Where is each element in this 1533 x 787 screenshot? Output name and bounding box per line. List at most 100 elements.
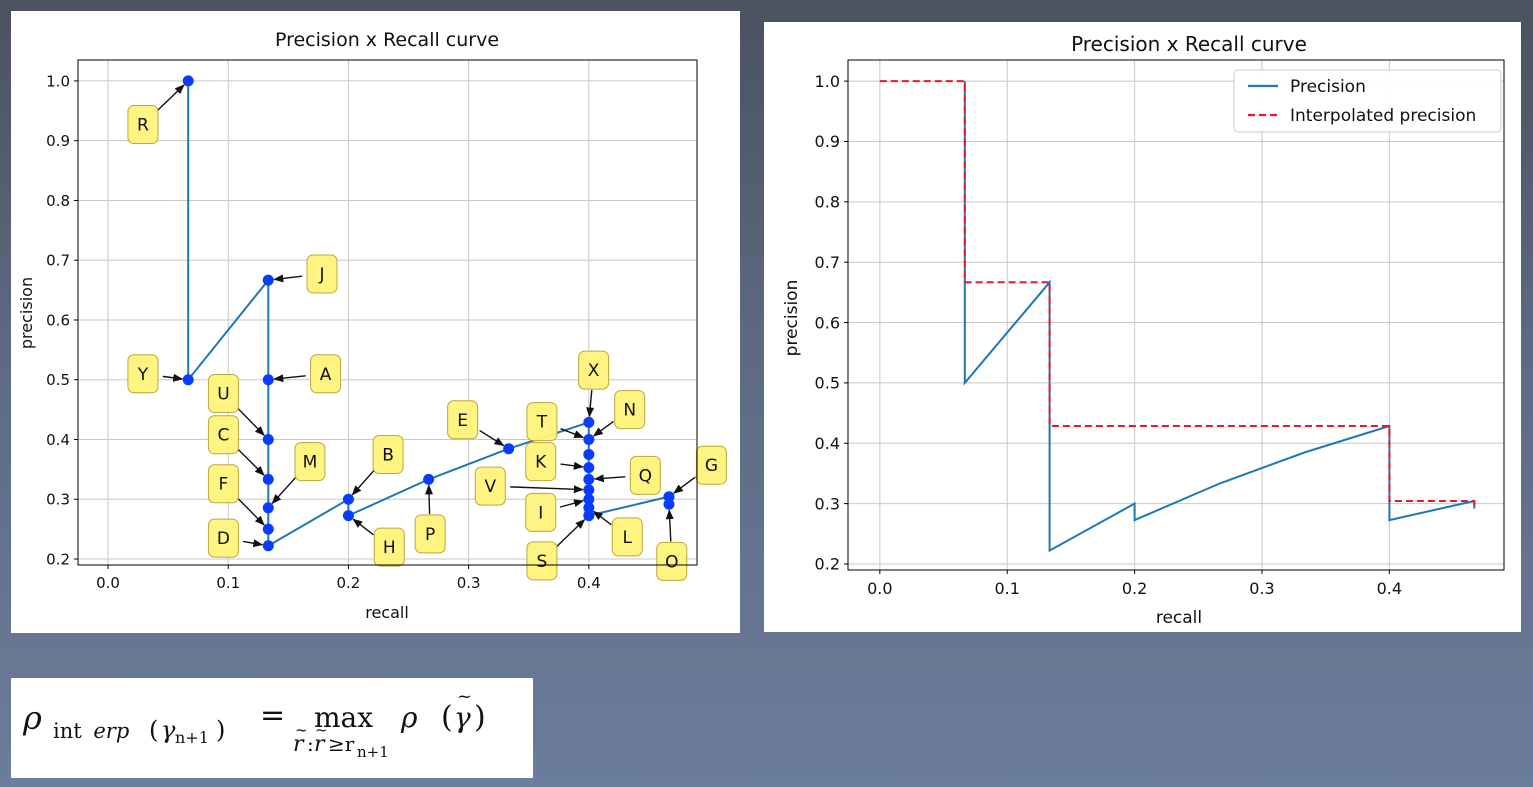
annotation-arrow [560,428,585,439]
data-point [342,510,354,522]
x-tick-label: 0.2 [337,574,361,592]
annotation-arrow [243,539,264,548]
annotation-arrow [352,518,374,536]
y-tick-label: 0.6 [46,311,70,329]
plot-frame [77,59,698,566]
annotation-box [207,518,239,558]
formula-gamma-sub: n+1 [175,728,209,747]
x-ticks: 0.0 0.1 0.2 0.3 0.4 [867,570,1402,598]
annotation-box [525,492,557,532]
annotation-box [611,517,643,557]
annotation-arrow [273,374,306,383]
series-line-0 [963,81,1476,553]
annotation-arrow [586,390,595,418]
annotation-label: X [588,361,600,381]
data-point [583,493,595,505]
data-point [663,491,675,503]
y-tick-label: 0.3 [46,491,70,509]
annotation-label: N [623,401,636,421]
annotation-box [526,402,558,442]
annotation-arrow [665,509,674,542]
y-tick-label: 0.4 [815,434,840,453]
annotation-label: V [484,477,496,497]
x-tick-label: 0.0 [96,574,120,592]
annotation-label: H [383,538,396,558]
left-chart-panel: R Y J A U C F D M B H P E T X N K Q V I S L O G 0.0 0.1 0.2 0.3 0.4… [11,11,740,633]
annotation-box [578,350,610,390]
formula-limit-r2: r [314,732,326,757]
annotation-arrow [559,499,585,508]
annotation-box [127,105,159,145]
annotation-box [207,373,239,413]
data-point [342,493,354,505]
formula-rho-2: ρ [400,701,418,734]
y-tick-label: 0.4 [46,431,70,449]
y-tick-label: 0.6 [815,313,840,332]
y-ticks: 0.2 0.3 0.4 0.5 0.6 0.7 0.8 0.9 1.0 [46,72,78,568]
annotation-box [373,527,405,567]
y-tick-label: 0.2 [46,550,70,568]
annotation-arrow [425,484,434,514]
annotation-arrow [156,84,185,112]
right-precision-recall-chart: 0.0 0.1 0.2 0.3 0.4 0.2 0.3 0.4 0.5 0.6 0.7 0.8 0.9… [782,32,1505,628]
annotation-box [695,445,727,485]
formula-limit-colon: : [307,732,314,756]
x-axis-label: recall [1156,608,1202,628]
x-axis-label: recall [365,603,409,622]
data-point [262,374,274,386]
annotation-arrow [237,448,265,476]
data-point [262,502,274,514]
y-axis-label: precision [17,277,36,349]
y-tick-label: 0.8 [815,193,840,212]
annotation-box [474,466,506,506]
formula-gamma-tilde-mark: ~ [457,686,472,707]
formula-lparen-2: ( [441,700,453,735]
annotation-label: T [536,413,548,433]
formula-interp-sub-erp: erp [93,719,129,743]
interpolation-formula: ρ int erp ( γ n+1 ) = max ~ r : ~ r ≥r n… [22,686,486,761]
annotation-label: U [217,384,229,404]
data-point [262,433,274,445]
plot-frame [847,59,1505,571]
x-tick-label: 0.2 [1122,579,1147,598]
left-precision-recall-chart: R Y J A U C F D M B H P E T X N K Q V I S L O G 0.0 0.1 0.2 0.3 0.4… [17,29,727,622]
annotation-box [526,541,558,581]
annotation-label: C [217,426,229,446]
annotation-arrow [673,476,696,494]
legend-precision-label: Precision [1290,77,1366,97]
y-tick-label: 0.3 [815,494,840,513]
y-tick-label: 0.2 [815,555,840,574]
annotation-arrow [593,474,626,483]
series-markers [182,75,675,552]
data-point [583,473,595,485]
annotation-arrow [162,373,184,382]
y-ticks: 0.2 0.3 0.4 0.5 0.6 0.7 0.8 0.9 1.0 [815,72,848,574]
annotation-label: M [303,453,318,473]
data-point [583,448,595,460]
y-tick-label: 1.0 [815,72,840,91]
annotation-label: F [219,475,229,495]
x-tick-label: 0.4 [1377,579,1402,598]
annotation-box [447,400,479,440]
annotation-arrow [271,475,298,505]
formula-rho: ρ [22,699,42,737]
formula-gamma-tilde: γ [454,701,471,734]
data-point [583,484,595,496]
annotation-box [525,442,557,482]
formula-limit-tilde-2: ~ [315,721,328,739]
annotation-arrow [479,429,505,447]
annotation-arrow [560,461,584,470]
x-tick-label: 0.3 [457,574,481,592]
data-point [423,473,435,485]
formula-lparen-1: ( [149,716,158,744]
formula-equals: = [260,698,285,733]
series-lines [879,80,1476,553]
y-tick-label: 0.5 [46,371,70,389]
chart-title: Precision x Recall curve [275,29,499,51]
annotation-box [372,434,404,474]
annotation-box [629,455,661,495]
chart-title: Precision x Recall curve [1071,32,1307,56]
annotation-label: Q [639,466,652,486]
annotation-arrow [351,468,376,496]
formula-interp-sub-int: int [53,719,82,743]
